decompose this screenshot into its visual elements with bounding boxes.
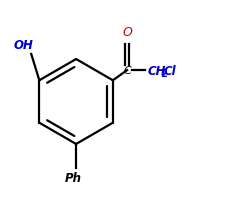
Text: C: C: [123, 66, 131, 76]
Text: OH: OH: [13, 39, 33, 52]
Text: Ph: Ph: [65, 171, 82, 184]
Text: 2: 2: [160, 69, 166, 79]
Text: Cl: Cl: [163, 64, 176, 77]
Text: O: O: [122, 26, 132, 39]
Text: CH: CH: [147, 64, 166, 77]
